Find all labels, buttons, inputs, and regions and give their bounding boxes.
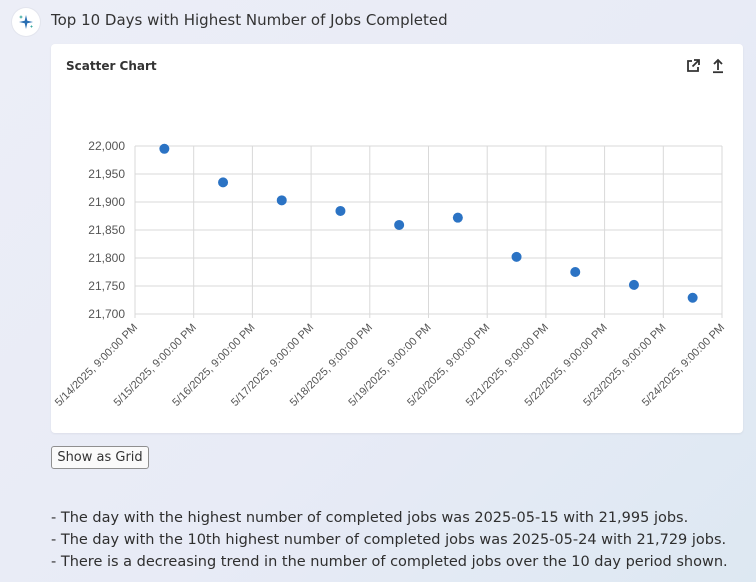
data-point xyxy=(570,267,581,277)
summary-text: - The day with the highest number of com… xyxy=(51,507,728,573)
data-point xyxy=(628,279,639,290)
sparkle-icon xyxy=(19,15,33,29)
summary-line: - The day with the 10th highest number o… xyxy=(51,532,727,548)
y-tick-label: 21,750 xyxy=(88,279,125,293)
share-upload-icon[interactable] xyxy=(710,58,726,74)
summary-line: - There is a decreasing trend in the num… xyxy=(51,554,728,570)
page-title: Top 10 Days with Highest Number of Jobs … xyxy=(51,11,448,29)
data-point xyxy=(159,143,170,154)
data-point xyxy=(452,212,463,223)
data-point xyxy=(276,195,287,206)
chart-card: Scatter Chart 22,000 21,950 21,900 21,850 21… xyxy=(51,44,743,433)
assistant-avatar xyxy=(12,8,40,36)
chart-card-title: Scatter Chart xyxy=(66,59,157,73)
y-tick-label: 21,950 xyxy=(88,167,125,181)
y-tick-label: 21,700 xyxy=(88,307,125,321)
data-point xyxy=(218,177,229,188)
data-point xyxy=(335,205,346,216)
data-point xyxy=(394,219,405,230)
data-point xyxy=(511,251,522,262)
external-link-icon[interactable] xyxy=(685,58,701,74)
scatter-chart: 22,000 21,950 21,900 21,850 21,800 21,750 21,7… xyxy=(53,139,727,409)
data-point xyxy=(687,292,698,303)
show-as-grid-button[interactable]: Show as Grid xyxy=(51,446,149,469)
summary-line: - The day with the highest number of com… xyxy=(51,510,689,526)
y-tick-label: 21,900 xyxy=(88,195,125,209)
y-tick-label: 21,800 xyxy=(88,251,125,265)
y-tick-label: 21,850 xyxy=(88,223,125,237)
y-tick-label: 22,000 xyxy=(88,139,125,153)
